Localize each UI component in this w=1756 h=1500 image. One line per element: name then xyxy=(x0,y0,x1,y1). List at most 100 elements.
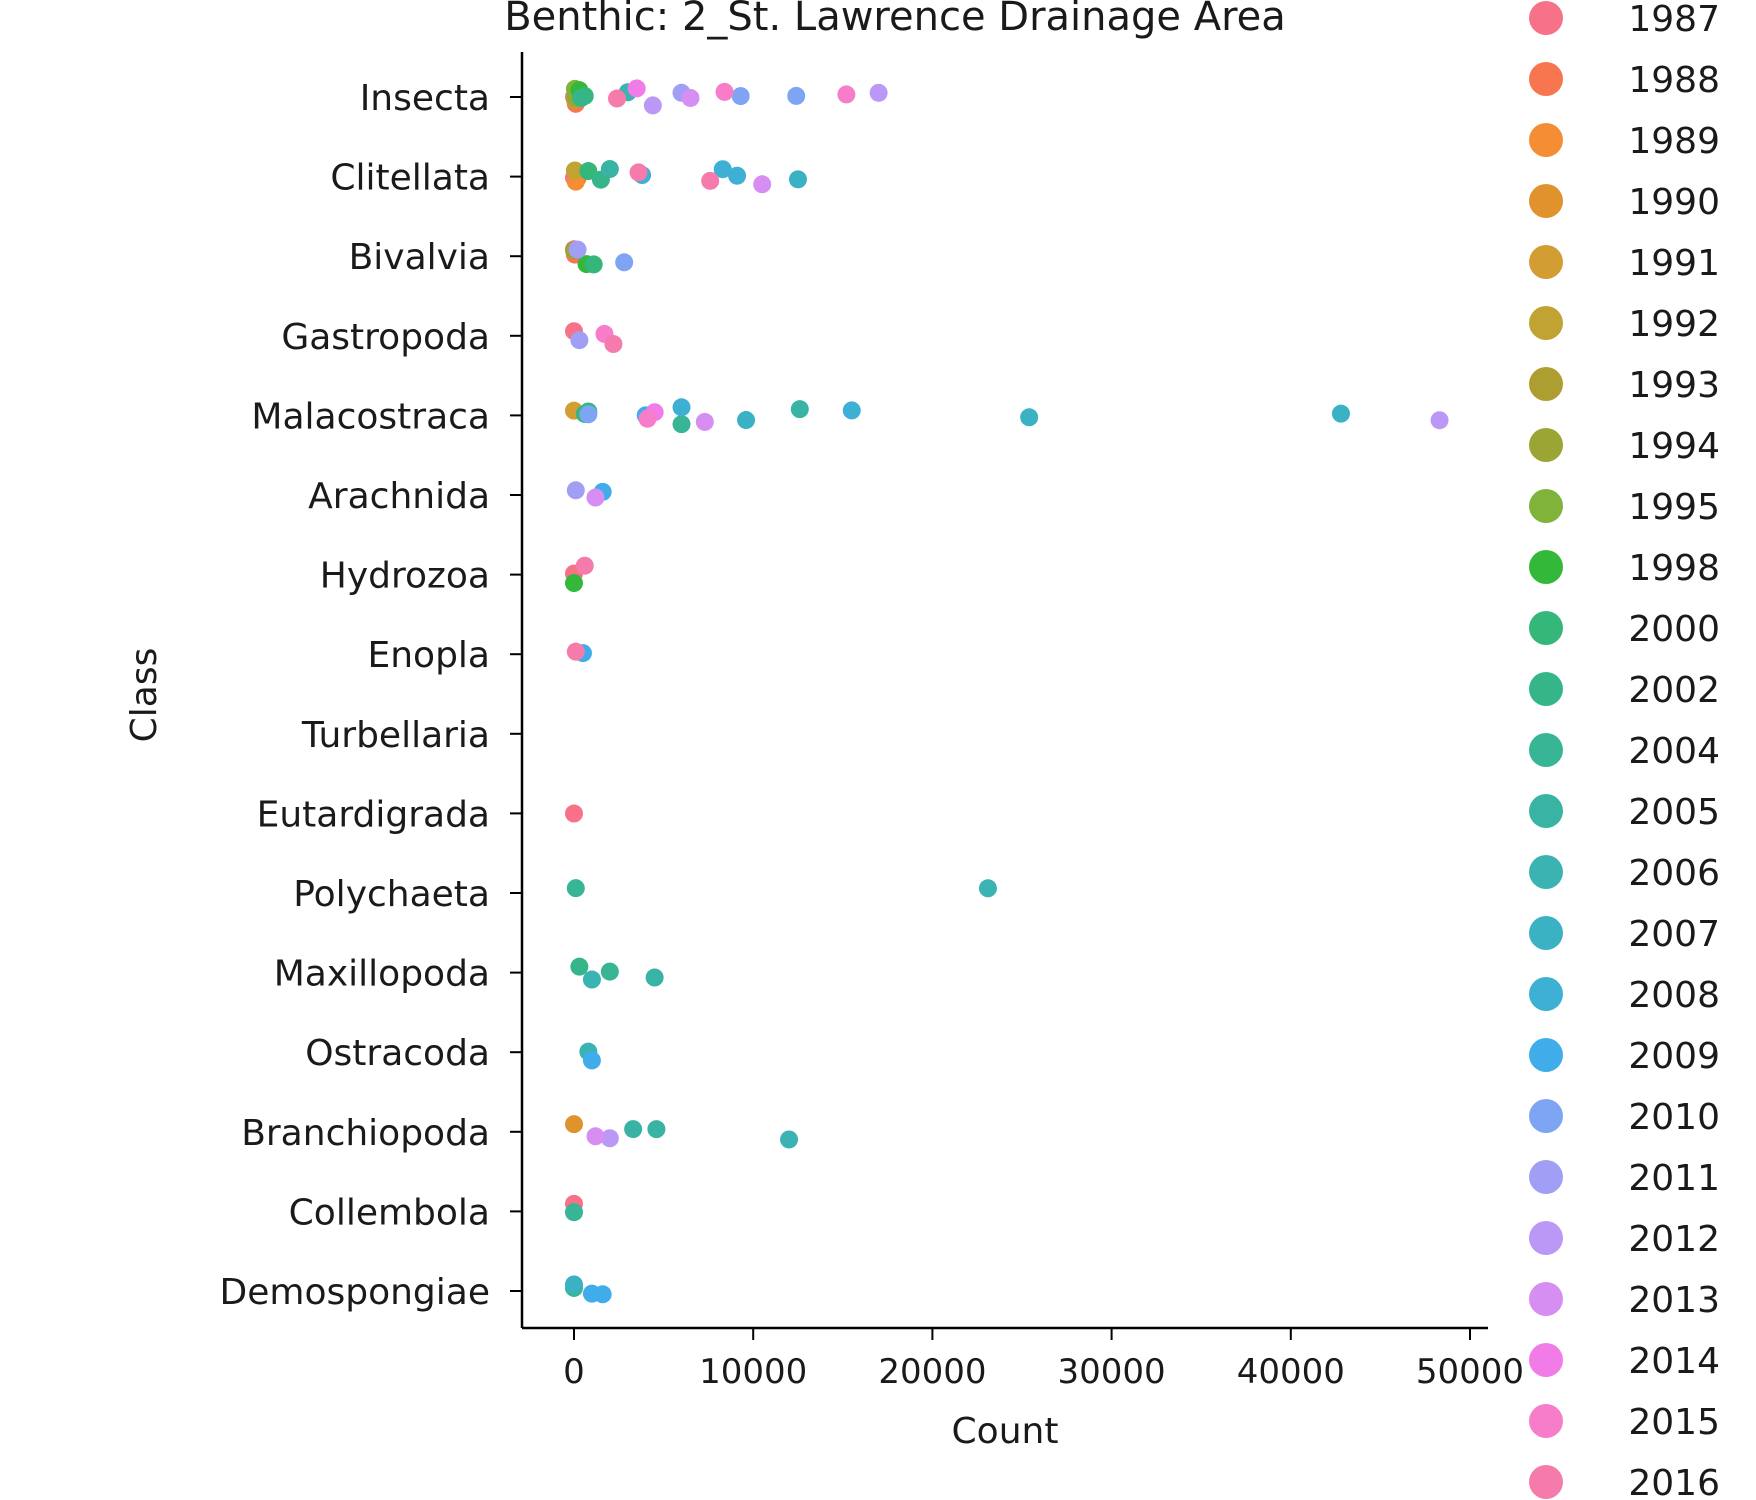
y-tick-labels: Insecta Clitellata Bivalvia Gastropoda Malac… xyxy=(220,78,490,1313)
data-point xyxy=(579,162,598,181)
data-point xyxy=(643,96,662,115)
x-tick-label: 40000 xyxy=(1237,1352,1345,1392)
legend-marker xyxy=(1529,1465,1563,1499)
data-point xyxy=(600,962,619,981)
data-point xyxy=(787,86,806,105)
data-point xyxy=(565,1275,583,1294)
legend-marker xyxy=(1529,794,1563,828)
legend: 1987 1988 1989 1990 1991 1992 1993 1994 1995 1998… xyxy=(1529,0,1720,1500)
legend-marker xyxy=(1529,1,1563,35)
y-tick-label: Collembola xyxy=(289,1192,490,1233)
data-point xyxy=(731,87,750,106)
legend-label: 2006 xyxy=(1628,853,1720,894)
data-point xyxy=(566,481,585,500)
data-point xyxy=(638,409,657,428)
y-tick-label: Hydrozoa xyxy=(320,556,490,597)
data-point xyxy=(570,957,589,976)
data-point xyxy=(565,1203,583,1222)
y-tick-label: Gastropoda xyxy=(281,317,490,358)
y-tick-label: Insecta xyxy=(360,78,490,119)
legend-label: 1995 xyxy=(1628,487,1720,528)
data-point xyxy=(565,161,584,180)
y-tick-label: Clitellata xyxy=(330,158,490,199)
x-tick-label: 20000 xyxy=(878,1352,986,1392)
legend-marker xyxy=(1529,245,1563,279)
x-ticks: 0 10000 20000 30000 40000 50000 xyxy=(563,1328,1524,1392)
data-point xyxy=(579,405,598,424)
data-point xyxy=(615,253,634,272)
data-point xyxy=(780,1130,799,1149)
legend-label: 2011 xyxy=(1628,1158,1720,1199)
y-tick-label: Demospongiae xyxy=(220,1272,490,1313)
data-point xyxy=(790,400,809,419)
legend-marker xyxy=(1529,1343,1563,1377)
data-point xyxy=(978,879,997,898)
chart-title: Benthic: 2_St. Lawrence Drainage Area xyxy=(504,0,1286,40)
data-point xyxy=(582,970,601,989)
y-tick-label: Polychaeta xyxy=(293,874,490,915)
data-point xyxy=(647,1120,666,1139)
legend-marker xyxy=(1529,672,1563,706)
y-tick-label: Maxillopoda xyxy=(274,954,490,995)
data-point xyxy=(869,83,888,102)
data-point xyxy=(695,412,714,431)
legend-label: 2014 xyxy=(1628,1341,1720,1382)
data-point xyxy=(575,556,594,575)
data-point xyxy=(645,968,664,987)
data-points xyxy=(565,79,1449,1304)
data-point xyxy=(565,804,583,823)
y-tick-label: Malacostraca xyxy=(251,396,490,437)
data-point xyxy=(572,88,591,107)
data-point xyxy=(1020,408,1039,427)
legend-marker xyxy=(1529,611,1563,645)
y-tick-label: Ostracoda xyxy=(305,1033,490,1074)
data-point xyxy=(566,642,585,661)
legend-label: 1998 xyxy=(1628,548,1720,589)
legend-label: 2008 xyxy=(1628,975,1720,1016)
legend-label: 2007 xyxy=(1628,914,1720,955)
legend-marker xyxy=(1529,489,1563,523)
x-axis-label: Count xyxy=(952,1411,1059,1452)
legend-label: 1994 xyxy=(1628,426,1720,467)
y-ticks xyxy=(510,96,522,1292)
data-point xyxy=(837,85,856,104)
data-point xyxy=(672,415,691,434)
legend-label: 2016 xyxy=(1628,1463,1720,1500)
data-point xyxy=(728,166,747,185)
legend-marker xyxy=(1529,1099,1563,1133)
legend-marker xyxy=(1529,1282,1563,1316)
y-tick-label: Branchiopoda xyxy=(241,1113,490,1154)
data-point xyxy=(608,89,627,108)
legend-marker xyxy=(1529,184,1563,218)
legend-marker xyxy=(1529,1160,1563,1194)
data-point xyxy=(566,879,585,898)
legend-label: 1993 xyxy=(1628,365,1720,406)
data-point xyxy=(1331,404,1350,423)
y-tick-label: Enopla xyxy=(367,635,490,676)
data-point xyxy=(681,88,700,107)
data-point xyxy=(713,160,732,179)
legend-label: 1991 xyxy=(1628,243,1720,284)
data-point xyxy=(584,255,603,274)
y-tick-label: Arachnida xyxy=(308,476,490,517)
legend-marker xyxy=(1529,1221,1563,1255)
data-point xyxy=(582,1051,601,1070)
legend-label: 1992 xyxy=(1628,304,1720,345)
data-point xyxy=(624,1120,643,1139)
data-point xyxy=(737,411,756,430)
legend-marker xyxy=(1529,855,1563,889)
legend-label: 2010 xyxy=(1628,1097,1720,1138)
data-point xyxy=(629,163,648,182)
y-tick-label: Bivalvia xyxy=(349,237,490,278)
legend-label: 2005 xyxy=(1628,792,1720,833)
legend-label: 1988 xyxy=(1628,60,1720,101)
data-point xyxy=(570,331,589,350)
legend-marker xyxy=(1529,428,1563,462)
legend-marker xyxy=(1529,367,1563,401)
data-point xyxy=(701,171,720,190)
legend-label: 2004 xyxy=(1628,731,1720,772)
data-point xyxy=(842,401,861,420)
x-tick-label: 30000 xyxy=(1058,1352,1166,1392)
legend-marker xyxy=(1529,1404,1563,1438)
